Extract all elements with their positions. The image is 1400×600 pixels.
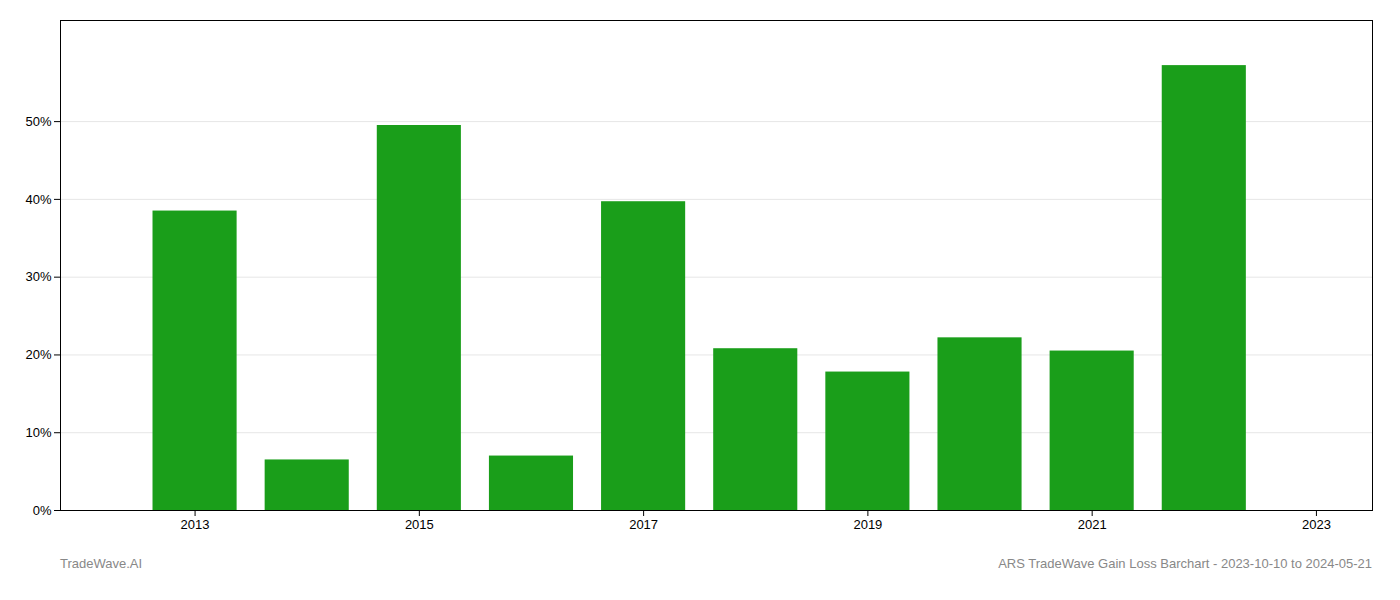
- svg-text:20%: 20%: [25, 347, 51, 362]
- svg-text:30%: 30%: [25, 269, 51, 284]
- svg-text:0%: 0%: [33, 503, 52, 518]
- svg-text:2017: 2017: [629, 517, 658, 532]
- svg-text:2021: 2021: [1078, 517, 1107, 532]
- svg-text:2019: 2019: [853, 517, 882, 532]
- svg-text:2013: 2013: [181, 517, 210, 532]
- html-text:ARS TradeWave Gain Loss Barcha: ARS TradeWave Gain Loss Barchart - 2023-…: [998, 556, 1372, 571]
- svg-text:10%: 10%: [25, 425, 51, 440]
- html-text:TradeWave.AI: TradeWave.AI: [60, 556, 143, 571]
- svg-text:2015: 2015: [405, 517, 434, 532]
- svg-text:50%: 50%: [25, 114, 51, 129]
- svg-text:40%: 40%: [25, 192, 51, 207]
- svg-text:2023: 2023: [1302, 517, 1331, 532]
